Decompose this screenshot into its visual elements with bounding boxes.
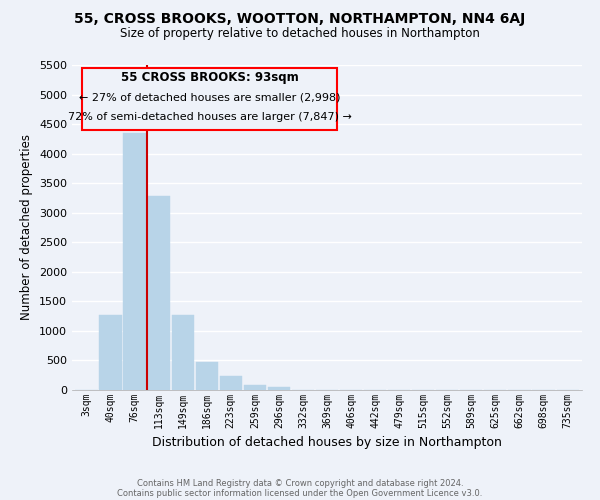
- Bar: [124, 133, 146, 390]
- Bar: [100, 315, 122, 390]
- Text: Contains public sector information licensed under the Open Government Licence v3: Contains public sector information licen…: [118, 488, 482, 498]
- Text: 72% of semi-detached houses are larger (7,847) →: 72% of semi-detached houses are larger (…: [68, 112, 352, 122]
- Text: 55, CROSS BROOKS, WOOTTON, NORTHAMPTON, NN4 6AJ: 55, CROSS BROOKS, WOOTTON, NORTHAMPTON, …: [74, 12, 526, 26]
- Text: 55 CROSS BROOKS: 93sqm: 55 CROSS BROOKS: 93sqm: [121, 72, 299, 85]
- Bar: [196, 362, 218, 390]
- FancyBboxPatch shape: [82, 68, 337, 130]
- Y-axis label: Number of detached properties: Number of detached properties: [20, 134, 34, 320]
- Bar: [268, 387, 290, 390]
- Bar: [172, 314, 194, 390]
- X-axis label: Distribution of detached houses by size in Northampton: Distribution of detached houses by size …: [152, 436, 502, 450]
- Bar: [220, 376, 242, 390]
- Text: Contains HM Land Registry data © Crown copyright and database right 2024.: Contains HM Land Registry data © Crown c…: [137, 478, 463, 488]
- Text: ← 27% of detached houses are smaller (2,998): ← 27% of detached houses are smaller (2,…: [79, 92, 340, 102]
- Bar: [148, 196, 170, 390]
- Bar: [244, 386, 266, 390]
- Text: Size of property relative to detached houses in Northampton: Size of property relative to detached ho…: [120, 28, 480, 40]
